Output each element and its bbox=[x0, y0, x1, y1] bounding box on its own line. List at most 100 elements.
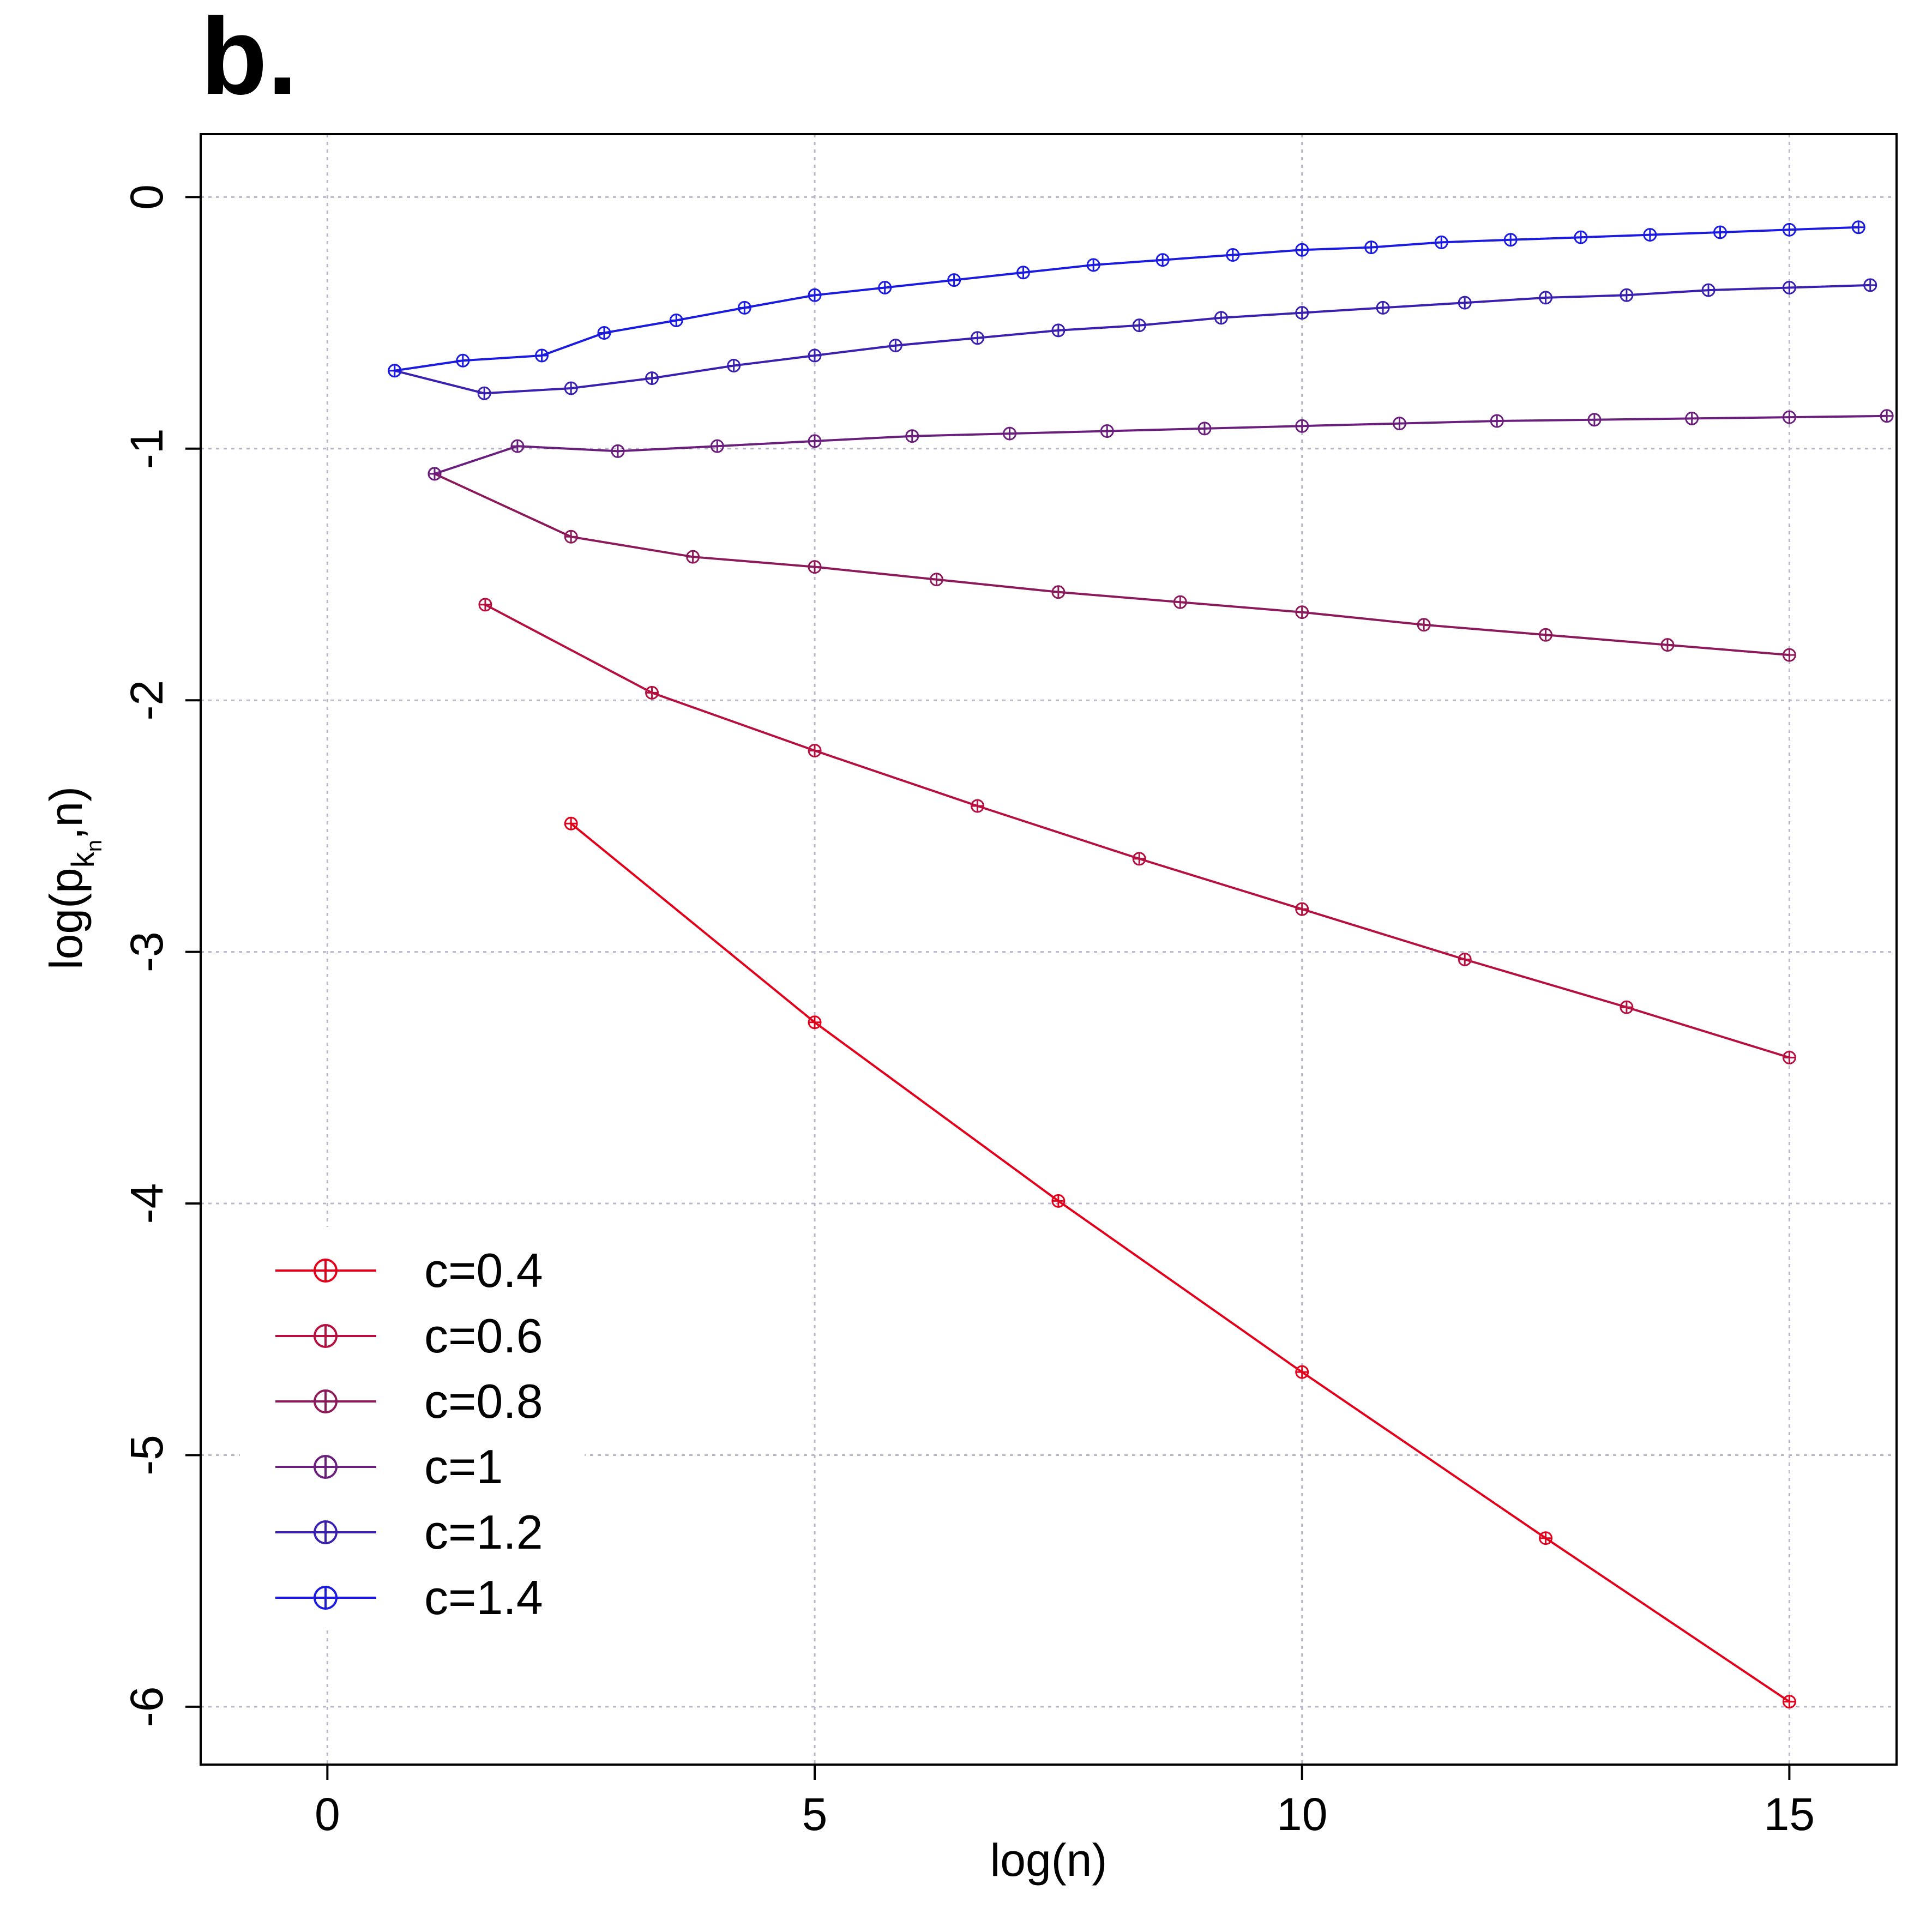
data-point bbox=[878, 280, 892, 294]
data-point bbox=[1155, 253, 1170, 267]
legend-label: c=1.2 bbox=[424, 1505, 543, 1559]
data-point bbox=[564, 816, 578, 830]
series-line bbox=[434, 414, 1887, 475]
legend-marker bbox=[314, 1455, 338, 1479]
data-point bbox=[1713, 225, 1727, 239]
series-c-0-8 bbox=[428, 467, 1796, 662]
series-line bbox=[394, 226, 1859, 372]
data-point bbox=[1003, 426, 1017, 441]
data-point bbox=[1295, 306, 1309, 320]
data-point bbox=[1863, 278, 1877, 292]
data-point bbox=[971, 799, 985, 813]
legend-item: c=1.4 bbox=[275, 1570, 543, 1624]
data-point bbox=[1173, 595, 1187, 609]
data-point bbox=[1782, 1050, 1796, 1064]
y-tick-label: -5 bbox=[121, 1435, 172, 1476]
data-point bbox=[1539, 1531, 1553, 1545]
legend-marker bbox=[314, 1389, 338, 1413]
data-point bbox=[710, 439, 724, 453]
data-point bbox=[1295, 243, 1309, 257]
data-point bbox=[1434, 235, 1448, 249]
data-point bbox=[808, 1015, 822, 1030]
legend: c=0.4 c=0.6 c=0.8 c=1 c=1.2 c=1.4 bbox=[240, 1227, 585, 1630]
data-point bbox=[645, 371, 659, 386]
data-point bbox=[1295, 1365, 1309, 1379]
data-point bbox=[686, 550, 700, 564]
legend-label: c=1 bbox=[424, 1440, 503, 1494]
data-point bbox=[510, 439, 525, 453]
series-c-1-4 bbox=[388, 220, 1865, 378]
data-point bbox=[1417, 618, 1431, 632]
data-point bbox=[808, 434, 822, 448]
y-axis-title-tail: ,n) bbox=[40, 786, 92, 840]
legend-marker bbox=[314, 1324, 338, 1348]
data-point bbox=[611, 444, 625, 458]
legend-label: c=0.8 bbox=[424, 1374, 543, 1428]
panel-label: b. bbox=[201, 0, 298, 117]
data-point bbox=[808, 348, 822, 363]
legend-marker bbox=[314, 1586, 338, 1610]
series-group bbox=[388, 220, 1894, 1709]
data-point bbox=[597, 326, 611, 340]
data-point bbox=[1782, 648, 1796, 662]
legend-label: c=1.4 bbox=[424, 1570, 543, 1624]
series-line bbox=[570, 822, 1790, 1703]
data-point bbox=[1458, 296, 1472, 310]
y-tick-label: -4 bbox=[121, 1183, 172, 1224]
data-point bbox=[1086, 258, 1100, 272]
legend-marker bbox=[314, 1520, 338, 1544]
data-point bbox=[1458, 952, 1472, 966]
x-axis-title: log(n) bbox=[990, 1834, 1108, 1886]
series-c-0-6 bbox=[478, 598, 1796, 1064]
data-point bbox=[1620, 1000, 1634, 1014]
series-c-0-4 bbox=[564, 816, 1796, 1709]
data-point bbox=[1660, 638, 1675, 652]
data-point bbox=[1376, 300, 1390, 315]
series-line bbox=[434, 473, 1790, 657]
data-point bbox=[388, 364, 402, 378]
plot-border bbox=[200, 133, 1898, 1766]
y-axis-title-sub-k: k bbox=[65, 851, 101, 868]
data-point bbox=[1782, 280, 1796, 294]
data-point bbox=[1782, 222, 1796, 237]
y-tick-label: -2 bbox=[121, 680, 172, 721]
legend-item: c=0.6 bbox=[275, 1309, 543, 1363]
data-point bbox=[669, 313, 683, 327]
legend-label: c=0.4 bbox=[424, 1243, 543, 1297]
legend-label: c=0.6 bbox=[424, 1309, 543, 1363]
y-axis-title: log(pkn,n) bbox=[40, 786, 106, 970]
data-point bbox=[564, 529, 578, 544]
legend-item: c=0.8 bbox=[275, 1374, 543, 1428]
data-point bbox=[1295, 605, 1309, 619]
data-point bbox=[1132, 318, 1146, 333]
data-point bbox=[808, 560, 822, 574]
data-point bbox=[1851, 220, 1865, 234]
legend-marker bbox=[314, 1259, 338, 1283]
legend-item: c=1.2 bbox=[275, 1505, 543, 1559]
data-point bbox=[1295, 902, 1309, 916]
data-point bbox=[1701, 283, 1716, 297]
data-point bbox=[564, 381, 578, 395]
y-axis-title-main: log(p bbox=[40, 868, 92, 970]
data-point bbox=[971, 331, 985, 345]
data-point bbox=[477, 386, 491, 400]
data-point bbox=[1051, 323, 1066, 338]
data-point bbox=[1016, 266, 1031, 280]
data-point bbox=[1364, 240, 1379, 255]
data-point bbox=[1132, 852, 1146, 866]
data-point bbox=[1685, 411, 1699, 425]
y-axis: 0 -1 -2 -3 -4 -5 -6 bbox=[121, 184, 201, 1727]
data-point bbox=[1214, 311, 1228, 325]
x-tick-label: 10 bbox=[1277, 1789, 1327, 1840]
data-point bbox=[1587, 413, 1602, 427]
data-point bbox=[456, 353, 470, 368]
gridlines bbox=[201, 134, 1897, 1765]
data-point bbox=[1051, 1194, 1066, 1208]
data-point bbox=[727, 359, 741, 373]
x-tick-label: 5 bbox=[802, 1789, 828, 1840]
data-point bbox=[808, 288, 822, 302]
data-point bbox=[1226, 248, 1240, 262]
legend-box bbox=[240, 1227, 585, 1630]
data-point bbox=[1392, 417, 1406, 431]
data-point bbox=[1539, 291, 1553, 305]
